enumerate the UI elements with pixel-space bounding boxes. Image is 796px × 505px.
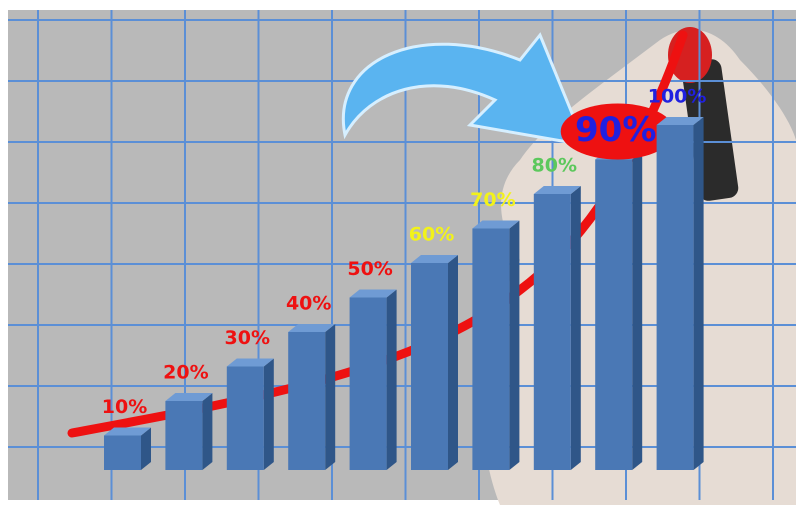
bar xyxy=(349,297,387,470)
bar xyxy=(288,332,326,470)
arrow xyxy=(341,32,588,147)
label-highlight xyxy=(560,103,675,160)
bar-top xyxy=(533,186,581,194)
bar-side xyxy=(509,220,520,470)
bars: 10% 20% 30% 40% 50% 60% 70% 80% 90%100% xyxy=(102,86,707,470)
value-label: 20% xyxy=(163,362,208,384)
bar-top xyxy=(165,393,213,401)
bar xyxy=(656,125,694,470)
bar-side xyxy=(263,358,274,470)
bar-top xyxy=(349,289,397,298)
bar xyxy=(595,159,633,470)
value-label: 70% xyxy=(470,189,515,211)
value-label: 100% xyxy=(648,86,707,108)
bar-top xyxy=(288,324,336,332)
value-label: 40% xyxy=(286,293,331,315)
bar-top xyxy=(656,117,704,125)
bar xyxy=(226,366,264,470)
bar xyxy=(104,435,141,470)
value-label: 90% xyxy=(575,110,656,150)
bar-side xyxy=(448,255,458,470)
value-label: 50% xyxy=(347,258,392,280)
value-label: 10% xyxy=(102,396,147,418)
bar-side xyxy=(386,289,397,470)
bar-top xyxy=(411,255,458,263)
bar-top xyxy=(104,427,151,436)
bar-side xyxy=(202,393,213,470)
bar-side xyxy=(693,117,704,470)
value-label: 60% xyxy=(409,224,454,246)
bar-top xyxy=(226,358,274,367)
bar-side xyxy=(325,324,336,470)
bar xyxy=(165,401,203,470)
bar-side xyxy=(632,151,643,470)
bar-side xyxy=(141,427,151,470)
bar xyxy=(533,194,571,470)
bar xyxy=(472,228,510,470)
bar-side xyxy=(570,186,581,470)
value-label: 30% xyxy=(225,327,270,349)
value-label: 80% xyxy=(532,155,577,177)
bar xyxy=(411,263,448,470)
bar-top xyxy=(472,220,520,229)
